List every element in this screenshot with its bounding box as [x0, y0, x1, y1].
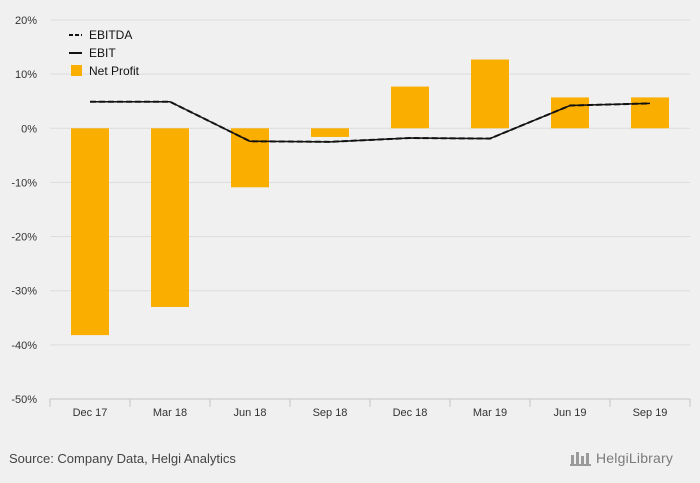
y-axis-ticks: 20% 10% 0% -10% -20% -30% -40% -50%	[11, 15, 37, 406]
source-note: Source: Company Data, Helgi Analytics	[9, 451, 236, 466]
x-tick-label: Jun 19	[553, 407, 586, 419]
line-series	[90, 100, 651, 143]
y-tick-label: -30%	[11, 286, 37, 298]
net-profit-bars	[71, 59, 669, 336]
x-tick-label: Mar 19	[473, 407, 507, 419]
x-tick-label: Dec 18	[393, 407, 428, 419]
net-profit-bar	[71, 128, 109, 336]
y-tick-label: 20%	[15, 15, 37, 27]
net-profit-bar	[551, 97, 589, 129]
y-tick-label: -40%	[11, 340, 37, 352]
x-tick-label: Sep 19	[633, 407, 668, 419]
net-profit-bar	[631, 97, 669, 129]
library-icon	[570, 452, 591, 466]
net-profit-bar	[231, 128, 269, 188]
ebitda-line	[90, 100, 651, 143]
y-tick-label: -10%	[11, 177, 37, 189]
x-tick-label: Sep 18	[313, 407, 348, 419]
legend: EBITDA EBIT Net Profit	[69, 28, 140, 78]
x-axis: Dec 17 Mar 18 Jun 18 Sep 18 Dec 18 Mar 19 Jun …	[49, 398, 691, 419]
net-profit-bar	[311, 128, 349, 137]
x-tick-label: Mar 18	[153, 407, 187, 419]
x-tick-label: Dec 17	[73, 407, 108, 419]
y-tick-label: -20%	[11, 232, 37, 244]
y-tick-label: -50%	[11, 394, 37, 406]
legend-label: EBITDA	[89, 28, 132, 42]
brand-name: HelgiLibrary	[596, 450, 674, 466]
legend-label: EBIT	[89, 46, 116, 60]
net-profit-bar	[471, 59, 509, 129]
net-profit-bar	[151, 128, 189, 307]
brand-logo: HelgiLibrary	[570, 450, 673, 466]
legend-label: Net Profit	[89, 64, 140, 78]
net-profit-bar	[391, 86, 429, 129]
y-tick-label: 0%	[21, 123, 37, 135]
y-tick-label: 10%	[15, 69, 37, 81]
legend-swatch	[71, 65, 82, 76]
x-tick-label: Jun 18	[233, 407, 266, 419]
grid-lines	[50, 19, 690, 400]
